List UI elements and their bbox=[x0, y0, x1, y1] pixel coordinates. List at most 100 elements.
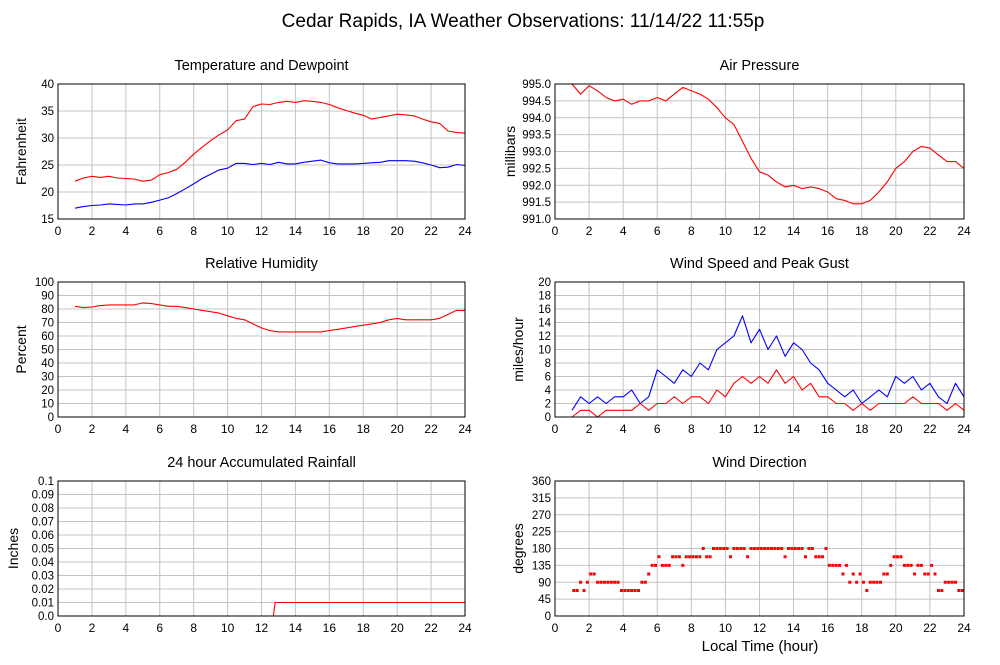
data-point bbox=[797, 547, 801, 550]
data-point bbox=[936, 589, 940, 592]
data-point bbox=[817, 555, 821, 559]
y-tick-label: 8 bbox=[545, 358, 551, 370]
series-line-1 bbox=[74, 100, 466, 182]
series-line-2 bbox=[74, 159, 466, 209]
data-point bbox=[694, 555, 698, 559]
x-tick-label: 2 bbox=[586, 422, 593, 436]
data-point bbox=[763, 547, 767, 550]
y-tick-label: 0 bbox=[545, 412, 551, 424]
x-tick-label: 4 bbox=[122, 422, 129, 436]
y-tick-label: 100 bbox=[35, 277, 54, 289]
y-tick-label: 360 bbox=[532, 476, 551, 488]
data-point bbox=[677, 555, 681, 559]
y-tick-label: 12 bbox=[538, 331, 551, 343]
data-point bbox=[926, 572, 930, 576]
x-tick-label: 10 bbox=[221, 621, 235, 635]
data-point bbox=[865, 589, 869, 592]
data-point bbox=[606, 580, 610, 584]
x-tick-label: 12 bbox=[753, 621, 767, 635]
y-tick-label: 45 bbox=[538, 594, 551, 606]
data-point bbox=[623, 589, 627, 592]
data-point bbox=[698, 555, 702, 559]
data-point bbox=[664, 563, 668, 567]
data-point bbox=[582, 589, 586, 592]
chart-title: 24 hour Accumulated Rainfall bbox=[167, 455, 356, 471]
x-tick-label: 20 bbox=[390, 422, 404, 436]
x-tick-label: 12 bbox=[753, 224, 767, 238]
y-tick-label: 180 bbox=[532, 544, 551, 556]
x-tick-label: 14 bbox=[787, 224, 801, 238]
data-point bbox=[786, 547, 790, 550]
data-point bbox=[940, 589, 944, 592]
data-point bbox=[773, 547, 777, 550]
x-tick-label: 2 bbox=[89, 422, 96, 436]
page-title: Cedar Rapids, IA Weather Observations: 1… bbox=[282, 11, 765, 32]
data-point bbox=[637, 589, 641, 592]
data-point bbox=[793, 547, 797, 550]
data-point bbox=[875, 580, 879, 584]
data-point bbox=[841, 572, 845, 576]
y-axis-label: Inches bbox=[5, 528, 21, 569]
x-tick-label: 0 bbox=[55, 224, 62, 238]
x-tick-label: 2 bbox=[89, 224, 96, 238]
y-tick-label: 25 bbox=[41, 160, 54, 172]
x-tick-label: 14 bbox=[787, 422, 801, 436]
x-tick-label: 20 bbox=[889, 621, 903, 635]
x-tick-label: 4 bbox=[122, 224, 129, 238]
x-tick-label: 24 bbox=[458, 621, 472, 635]
x-tick-label: 18 bbox=[855, 224, 869, 238]
y-tick-label: 0.04 bbox=[32, 557, 55, 569]
y-tick-label: 994.0 bbox=[522, 113, 551, 125]
y-tick-label: 6 bbox=[545, 372, 551, 384]
x-tick-label: 16 bbox=[821, 621, 835, 635]
x-tick-label: 22 bbox=[923, 621, 937, 635]
x-tick-label: 6 bbox=[654, 422, 661, 436]
data-point bbox=[671, 555, 675, 559]
data-point bbox=[807, 547, 811, 550]
y-tick-label: 0.01 bbox=[32, 598, 54, 610]
y-tick-label: 4 bbox=[545, 385, 552, 397]
data-point bbox=[947, 580, 951, 584]
y-axis-label: millibars bbox=[502, 126, 518, 177]
x-tick-label: 8 bbox=[190, 422, 197, 436]
y-tick-label: 135 bbox=[532, 560, 551, 572]
chart-temp: 0 2 4 6 8 10 12 14 16 18 20 22 24152025303540Tempera… bbox=[13, 58, 472, 238]
x-tick-label: 20 bbox=[889, 422, 903, 436]
data-point bbox=[838, 563, 842, 567]
data-point bbox=[790, 547, 794, 550]
series-line-2 bbox=[571, 369, 965, 418]
data-point bbox=[804, 555, 808, 559]
chart-title: Wind Speed and Peak Gust bbox=[670, 256, 849, 272]
data-point bbox=[718, 547, 722, 550]
chart-rain: 0 2 4 6 8 10 12 14 16 18 20 22 240.00.010.020.030.04… bbox=[5, 455, 472, 635]
data-point bbox=[943, 580, 947, 584]
chart-title: Wind Direction bbox=[712, 455, 806, 471]
y-tick-label: 991.0 bbox=[522, 214, 551, 226]
x-tick-label: 0 bbox=[55, 422, 62, 436]
chart-direction: 0 2 4 6 8 10 12 14 16 18 20 22 240459013518022527031… bbox=[510, 455, 971, 635]
y-tick-label: 0.07 bbox=[32, 517, 54, 529]
x-tick-label: 18 bbox=[357, 621, 371, 635]
data-point bbox=[602, 580, 606, 584]
y-tick-label: 0.03 bbox=[32, 571, 54, 583]
x-tick-label: 6 bbox=[654, 621, 661, 635]
chart-title: Relative Humidity bbox=[205, 256, 319, 272]
x-tick-label: 8 bbox=[190, 621, 197, 635]
y-tick-label: 90 bbox=[538, 577, 551, 589]
data-point bbox=[609, 580, 613, 584]
data-point bbox=[872, 580, 876, 584]
data-point bbox=[769, 547, 773, 550]
data-point bbox=[960, 589, 964, 592]
y-tick-label: 50 bbox=[41, 345, 54, 357]
data-point bbox=[844, 563, 848, 567]
y-tick-label: 10 bbox=[41, 399, 54, 411]
data-point bbox=[902, 563, 906, 567]
x-tick-label: 14 bbox=[289, 224, 303, 238]
data-point bbox=[810, 547, 814, 550]
data-point bbox=[715, 547, 719, 550]
x-tick-label: 20 bbox=[390, 224, 404, 238]
y-tick-label: 60 bbox=[41, 331, 54, 343]
y-tick-label: 18 bbox=[538, 291, 551, 303]
data-point bbox=[878, 580, 882, 584]
data-point bbox=[708, 555, 712, 559]
